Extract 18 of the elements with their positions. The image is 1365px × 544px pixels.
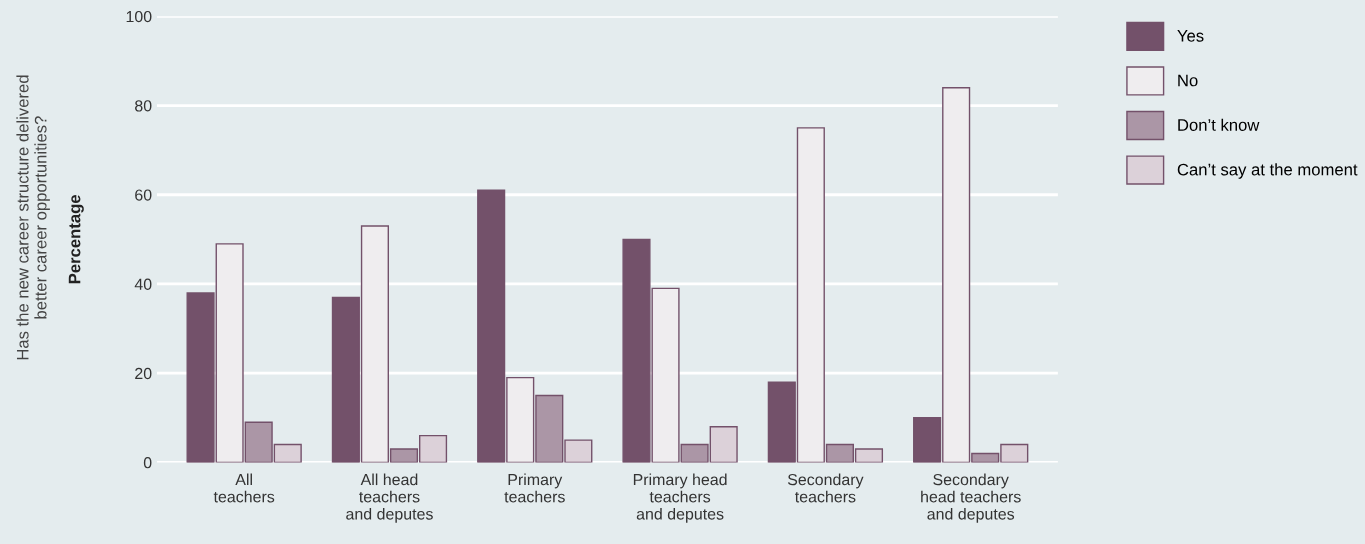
- y-tick-label: 0: [143, 457, 152, 469]
- x-tick-label: Secondary teachers: [787, 473, 864, 503]
- x-tick-label: Primary teachers: [504, 473, 565, 503]
- x-tick-label: All teachers: [213, 473, 275, 503]
- legend-label: Yes: [1177, 30, 1204, 42]
- x-tick-label: Primary head teachers and deputes: [633, 473, 727, 523]
- y-tick-label: 60: [135, 189, 152, 201]
- text: Has the new career structure delivered better career opportunities?: [16, 75, 50, 360]
- y-axis-title: Percentage: [68, 195, 84, 284]
- y-tick-label: 80: [135, 100, 152, 112]
- x-tick-label: All head teachers and deputes: [346, 473, 433, 523]
- y-tick-label: 40: [134, 278, 152, 290]
- legend-label: Can’t say at the moment: [1177, 163, 1358, 179]
- x-tick-label: Secondary head teachers and deputes: [921, 473, 1021, 523]
- y-tick-label: 100: [126, 10, 152, 23]
- y-tick-label: 20: [135, 367, 152, 380]
- legend-label: Don’t know: [1178, 118, 1260, 131]
- legend-label: No: [1178, 74, 1198, 87]
